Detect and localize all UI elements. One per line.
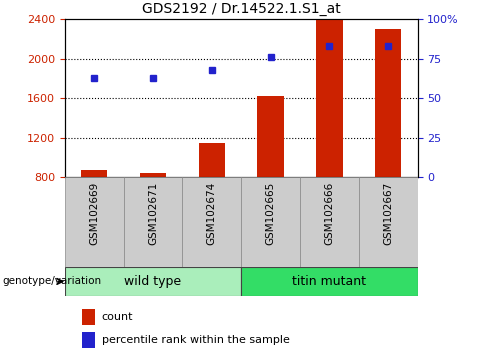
Bar — [182, 177, 241, 267]
Title: GDS2192 / Dr.14522.1.S1_at: GDS2192 / Dr.14522.1.S1_at — [142, 2, 341, 16]
Bar — [199, 143, 225, 177]
Bar — [300, 177, 359, 267]
Bar — [65, 267, 241, 296]
Bar — [359, 177, 418, 267]
Text: GSM102671: GSM102671 — [148, 182, 158, 245]
Bar — [124, 177, 182, 267]
Bar — [83, 332, 95, 348]
Text: GSM102666: GSM102666 — [324, 182, 335, 245]
Text: percentile rank within the sample: percentile rank within the sample — [102, 335, 290, 346]
Text: wild type: wild type — [124, 275, 181, 288]
Text: GSM102667: GSM102667 — [383, 182, 393, 245]
Bar — [257, 96, 284, 177]
Text: genotype/variation: genotype/variation — [2, 276, 102, 286]
Bar — [316, 19, 343, 177]
Text: GSM102665: GSM102665 — [265, 182, 276, 245]
Bar — [140, 172, 166, 177]
Bar — [83, 309, 95, 325]
Text: count: count — [102, 312, 133, 322]
Bar — [241, 177, 300, 267]
Text: GSM102674: GSM102674 — [207, 182, 217, 245]
Text: titin mutant: titin mutant — [292, 275, 366, 288]
Bar — [375, 29, 401, 177]
Text: GSM102669: GSM102669 — [89, 182, 99, 245]
Bar — [241, 267, 418, 296]
Bar — [81, 170, 108, 177]
Bar — [65, 177, 124, 267]
